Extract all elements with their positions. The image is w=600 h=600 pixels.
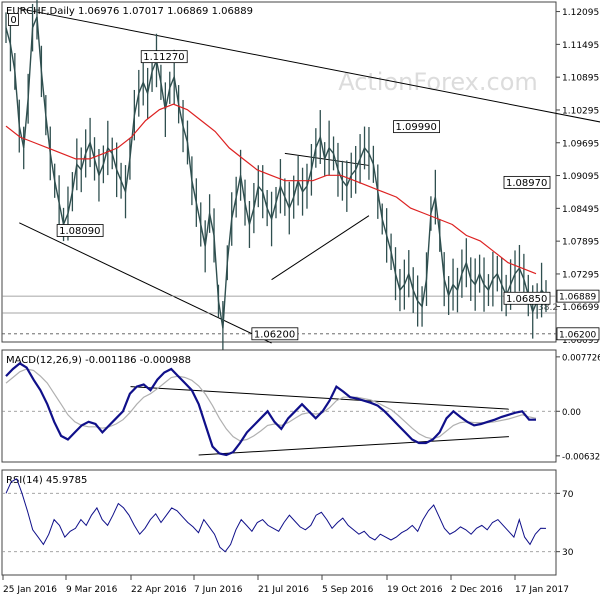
- price-trend-line: [19, 222, 272, 344]
- price-annotation-label: 1.11270: [143, 52, 184, 63]
- price-y-tick-label: 1.07895: [562, 238, 599, 248]
- price-trend-lines: [19, 8, 600, 344]
- price-annotation-box: [8, 13, 19, 26]
- moving-average-line: [5, 103, 537, 275]
- macd-y-tick-label: 0.007726: [562, 353, 600, 363]
- price-trend-line: [19, 8, 600, 123]
- price-y-tick-label: 1.06699: [562, 303, 599, 313]
- macd-y-ticks: 0.007726 0.00 -0.006327: [2, 353, 600, 462]
- x-tick-label: 19 Oct 2016: [387, 585, 443, 595]
- x-tick-label: 5 Sep 2016: [322, 585, 374, 595]
- price-annotation-label: 1.08970: [506, 178, 547, 189]
- price-y-tick-label: 1.10895: [562, 74, 599, 84]
- last-price-tag-box: [556, 289, 600, 303]
- macd-trend-line: [198, 436, 509, 456]
- price-annotation-box: [251, 327, 299, 341]
- macd-panel: MACD(12,26,9) -0.001186 -0.000988 0.0077…: [1, 349, 600, 463]
- price-trend-line: [271, 215, 370, 281]
- macd-series: [5, 362, 537, 457]
- x-tick-label: 9 Mar 2016: [66, 585, 118, 595]
- macd-header: MACD(12,26,9) -0.001186 -0.000988: [6, 355, 191, 366]
- rsi-frame: [1, 469, 557, 576]
- macd-trend-lines: [130, 386, 509, 456]
- price-panel: ActionForex.com EURCHF,Daily 1.06976 1.0…: [1, 0, 600, 356]
- price-annotation-box: [393, 120, 440, 134]
- x-tick-label: 25 Jan 2016: [3, 585, 57, 595]
- rsi-y-ticks: 70 30: [2, 490, 574, 558]
- x-axis: 25 Jan 2016 9 Mar 2016 22 Apr 2016 7 Jun 20…: [2, 575, 569, 595]
- price-annotation-box: [503, 291, 551, 305]
- price-y-tick-label: 1.09095: [562, 172, 599, 182]
- x-tick-label: 22 Apr 2016: [131, 585, 187, 595]
- price-annotation-label: 1.09990: [396, 122, 437, 133]
- price-annotation-label: 0: [10, 15, 16, 26]
- macd-signal-line: [5, 368, 537, 442]
- macd-y-tick-label: -0.006327: [562, 452, 600, 462]
- price-y-ticks: 1.12095 1.11495 1.10895 1.10295 1.09695 1.090…: [556, 8, 599, 346]
- rsi-y-tick-label: 30: [562, 548, 574, 558]
- price-annotation-box: [140, 50, 188, 64]
- price-annotations: 0 1.11270 1.08090 1.06200 1.09990 1.08970 1.06…: [8, 13, 551, 341]
- price-y-tick-label: 1.07295: [562, 270, 599, 280]
- price-y-tick-label: 1.11495: [562, 41, 599, 51]
- x-tick-label: 21 Jul 2016: [258, 585, 309, 595]
- rsi-header: RSI(14) 45.9785: [6, 475, 87, 486]
- price-tags: 1.06889 1.06200: [556, 289, 600, 341]
- price-annotation-label: 1.06850: [506, 294, 547, 305]
- price-annotation-box: [503, 175, 551, 189]
- price-trend-line: [284, 152, 370, 166]
- macd-line: [5, 362, 536, 457]
- support-level-tag-box: [556, 327, 600, 341]
- price-annotation-label: 1.08090: [59, 226, 100, 237]
- price-y-tick-label: 1.12095: [562, 8, 599, 18]
- fib-38-label: 38.2: [538, 303, 558, 313]
- rsi-line: [5, 478, 547, 553]
- price-y-tick-label: 1.06095: [562, 336, 599, 346]
- support-level-tag: 1.06200: [559, 330, 596, 340]
- rsi-panel: RSI(14) 45.9785 70 30: [1, 469, 574, 576]
- macd-frame: [1, 349, 557, 463]
- last-price-tag: 1.06889: [559, 293, 596, 303]
- price-annotation-label: 1.06200: [254, 329, 295, 340]
- x-tick-label: 7 Jun 2016: [194, 585, 243, 595]
- macd-trend-line: [130, 386, 509, 410]
- price-annotation-box: [56, 224, 104, 237]
- price-header: EURCHF,Daily 1.06976 1.07017 1.06869 1.0…: [6, 6, 253, 17]
- price-y-tick-label: 1.08495: [562, 205, 599, 215]
- price-series: [5, 0, 547, 356]
- watermark: ActionForex.com: [338, 68, 538, 96]
- macd-y-tick-label: 0.00: [562, 408, 581, 418]
- rsi-y-tick-label: 70: [562, 490, 574, 500]
- price-y-tick-label: 1.10295: [562, 106, 599, 116]
- rsi-series: [5, 478, 547, 553]
- x-tick-label: 17 Jan 2017: [515, 585, 569, 595]
- x-tick-label: 2 Dec 2016: [451, 585, 503, 595]
- price-y-tick-label: 1.09695: [562, 139, 599, 149]
